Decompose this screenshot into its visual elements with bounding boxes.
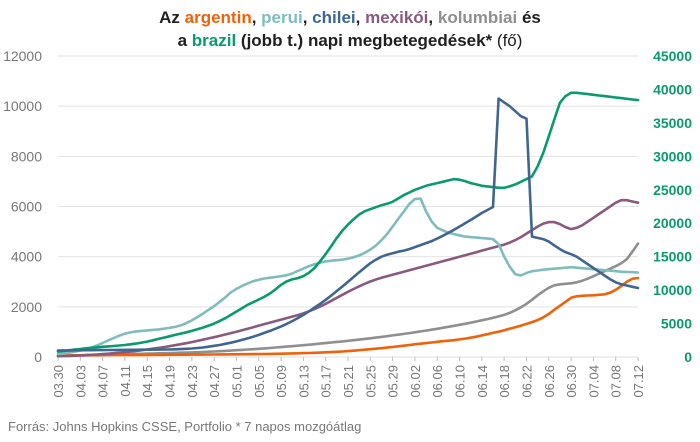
x-tick-label: 05.05 bbox=[252, 365, 267, 398]
source-note: Forrás: Johns Hopkins CSSE, Portfolio * … bbox=[8, 419, 362, 434]
left-tick-label: 12000 bbox=[3, 48, 42, 64]
x-tick-label: 05.09 bbox=[274, 365, 289, 398]
right-tick-label: 15000 bbox=[653, 249, 692, 265]
left-tick-label: 8000 bbox=[11, 148, 42, 164]
right-tick-label: 20000 bbox=[653, 215, 692, 231]
title-segment: a bbox=[177, 31, 192, 50]
title-segment: brazil bbox=[191, 31, 237, 50]
left-tick-label: 6000 bbox=[11, 199, 42, 215]
title-segment: , bbox=[251, 8, 262, 27]
left-tick-label: 0 bbox=[34, 349, 42, 365]
title-segment: , bbox=[302, 8, 313, 27]
title-segment: argentin bbox=[184, 8, 252, 27]
title-segment: mexikói bbox=[365, 8, 429, 27]
series-line-chilei bbox=[56, 97, 640, 352]
right-axis-ticks: 0 5000 10000 15000 20000 25000 30000 35000 40000… bbox=[653, 48, 692, 365]
right-tick-label: 10000 bbox=[653, 282, 692, 298]
x-tick-label: 04.03 bbox=[73, 365, 88, 398]
title-segment: (fő) bbox=[496, 31, 523, 50]
x-tick-label: 06.30 bbox=[564, 365, 579, 398]
title-segment: chilei bbox=[312, 8, 356, 27]
series-line-brazil bbox=[56, 91, 640, 353]
x-tick-label: 05.01 bbox=[229, 365, 244, 398]
title-segment: , bbox=[428, 8, 438, 27]
title-segment: , bbox=[355, 8, 366, 27]
series-line-perui bbox=[56, 197, 640, 356]
title-segment: (jobb t.) napi megbetegedések* bbox=[236, 31, 497, 50]
left-tick-label: 2000 bbox=[11, 299, 42, 315]
x-tick-label: 06.22 bbox=[519, 365, 534, 398]
x-tick-label: 04.07 bbox=[96, 365, 111, 398]
x-tick-label: 04.23 bbox=[185, 365, 200, 398]
right-tick-label: 5000 bbox=[661, 316, 692, 332]
x-tick-label: 07.08 bbox=[609, 365, 624, 398]
x-tick-label: 05.13 bbox=[296, 365, 311, 398]
x-axis-ticks: 03.30 04.03 04.07 04.11 04.15 04.19 04.23 04.27… bbox=[51, 357, 646, 398]
x-tick-label: 05.29 bbox=[386, 365, 401, 398]
left-tick-label: 4000 bbox=[11, 249, 42, 265]
series-line-argentin bbox=[56, 276, 640, 357]
x-tick-label: 07.12 bbox=[631, 365, 646, 398]
right-tick-label: 40000 bbox=[653, 81, 692, 97]
left-axis-ticks: 0 2000 4000 6000 8000 10000 12000 bbox=[3, 48, 42, 365]
title-line: a brazil (jobb t.) napi megbetegedések* … bbox=[0, 29, 700, 52]
x-tick-label: 06.02 bbox=[408, 365, 423, 398]
x-tick-label: 04.15 bbox=[140, 365, 155, 398]
right-tick-label: 25000 bbox=[653, 182, 692, 198]
series-lines bbox=[56, 91, 640, 358]
x-tick-label: 06.26 bbox=[542, 365, 557, 398]
right-tick-label: 45000 bbox=[653, 48, 692, 64]
title-segment: és bbox=[517, 8, 541, 27]
x-tick-label: 04.27 bbox=[207, 365, 222, 398]
x-tick-label: 04.19 bbox=[163, 365, 178, 398]
x-tick-label: 03.30 bbox=[51, 365, 66, 398]
left-tick-label: 10000 bbox=[3, 98, 42, 114]
x-tick-label: 05.17 bbox=[319, 365, 334, 398]
x-tick-label: 05.21 bbox=[341, 365, 356, 398]
x-tick-label: 04.11 bbox=[118, 365, 133, 397]
right-tick-label: 35000 bbox=[653, 115, 692, 131]
right-tick-label: 30000 bbox=[653, 148, 692, 164]
x-tick-label: 06.14 bbox=[475, 365, 490, 398]
x-tick-label: 06.06 bbox=[430, 365, 445, 398]
chart-title: Az argentin, perui, chilei, mexikói, kol… bbox=[0, 6, 700, 52]
title-segment: perui bbox=[261, 8, 303, 27]
x-tick-label: 05.25 bbox=[363, 365, 378, 398]
series-line-kolumbiai bbox=[56, 242, 640, 358]
right-tick-label: 0 bbox=[684, 349, 692, 365]
title-line: Az argentin, perui, chilei, mexikói, kol… bbox=[0, 6, 700, 29]
x-tick-label: 06.18 bbox=[497, 365, 512, 398]
title-segment: Az bbox=[159, 8, 185, 27]
x-tick-label: 06.10 bbox=[453, 365, 468, 398]
x-tick-label: 07.04 bbox=[586, 365, 601, 398]
title-segment: kolumbiai bbox=[437, 8, 518, 27]
